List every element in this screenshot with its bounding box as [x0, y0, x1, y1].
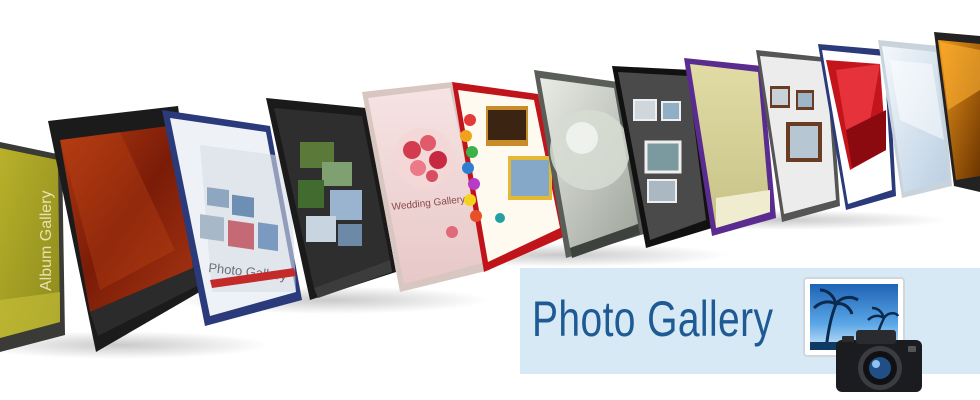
gallery-template-colorful-dots	[452, 82, 566, 272]
gallery-template-wood-frames	[756, 50, 840, 222]
page-title: Photo Gallery	[532, 291, 774, 347]
gallery-template-orange-dark	[934, 32, 980, 192]
gallery-template-dark-red	[48, 106, 203, 352]
gallery-template-dark-polaroids	[612, 66, 712, 248]
gallery-template-glass-sphere	[534, 70, 644, 258]
photo-camera-icon	[803, 277, 922, 392]
gallery-template-red-abstract	[818, 44, 896, 210]
gallery-template-pink-roses: Wedding Gallery	[362, 82, 490, 292]
gallery-template-light-blue	[878, 40, 952, 198]
gallery-template-olive: Album Gallery	[0, 142, 65, 352]
panel-caption: Album Gallery	[38, 191, 55, 291]
gallery-template-purple-khaki	[684, 58, 776, 236]
gallery-template-black-collage	[266, 98, 396, 300]
gallery-template-blue-frame: Photo Gallery	[162, 110, 302, 326]
